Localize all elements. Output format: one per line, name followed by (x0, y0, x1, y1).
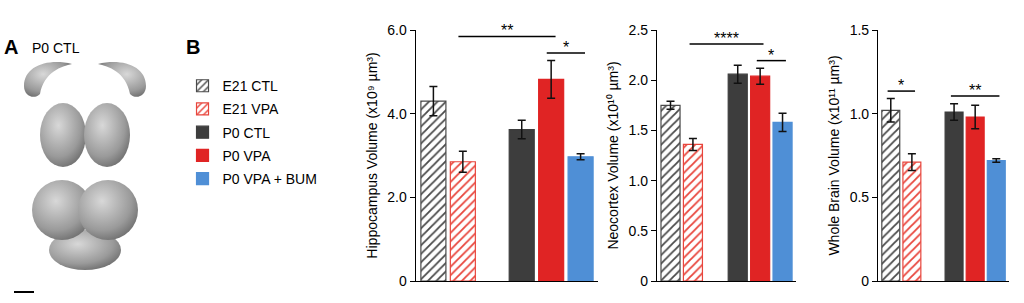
svg-text:P0 CTL: P0 CTL (223, 125, 271, 141)
svg-text:0: 0 (399, 273, 407, 289)
svg-text:*: * (898, 77, 904, 94)
svg-text:**: ** (501, 22, 513, 39)
svg-text:0.5: 0.5 (629, 223, 649, 239)
svg-text:P0 VPA + BUM: P0 VPA + BUM (223, 171, 317, 187)
svg-text:1.5: 1.5 (629, 122, 649, 138)
svg-text:Hippocampus Volume (x10⁹ µm³): Hippocampus Volume (x10⁹ µm³) (364, 52, 380, 258)
svg-text:6.0: 6.0 (387, 22, 407, 38)
svg-text:1.0: 1.0 (850, 106, 870, 122)
svg-text:E21 VPA: E21 VPA (223, 101, 279, 117)
svg-text:2.0: 2.0 (387, 189, 407, 205)
svg-text:Whole Brain Volume (x10¹¹ µm³): Whole Brain Volume (x10¹¹ µm³) (826, 55, 842, 255)
svg-text:*: * (768, 47, 774, 64)
html-text:P0 CTL: P0 CTL (32, 40, 80, 56)
svg-text:E21 CTL: E21 CTL (223, 78, 278, 94)
svg-text:1.0: 1.0 (629, 173, 649, 189)
svg-text:1.5: 1.5 (850, 22, 870, 38)
svg-text:**: ** (969, 82, 981, 99)
svg-text:0.5: 0.5 (850, 189, 870, 205)
svg-text:Neocortex Volume (x10¹⁰ µm³): Neocortex Volume (x10¹⁰ µm³) (605, 61, 621, 249)
svg-text:0: 0 (861, 273, 869, 289)
svg-text:2.5: 2.5 (629, 22, 649, 38)
html-text:B: B (186, 36, 201, 58)
html-text:A: A (4, 36, 19, 58)
svg-text:****: **** (714, 30, 739, 47)
svg-text:4.0: 4.0 (387, 106, 407, 122)
svg-text:*: * (563, 39, 569, 56)
svg-text:P0 VPA: P0 VPA (223, 148, 272, 164)
svg-text:2.0: 2.0 (629, 72, 649, 88)
svg-text:0: 0 (640, 273, 648, 289)
